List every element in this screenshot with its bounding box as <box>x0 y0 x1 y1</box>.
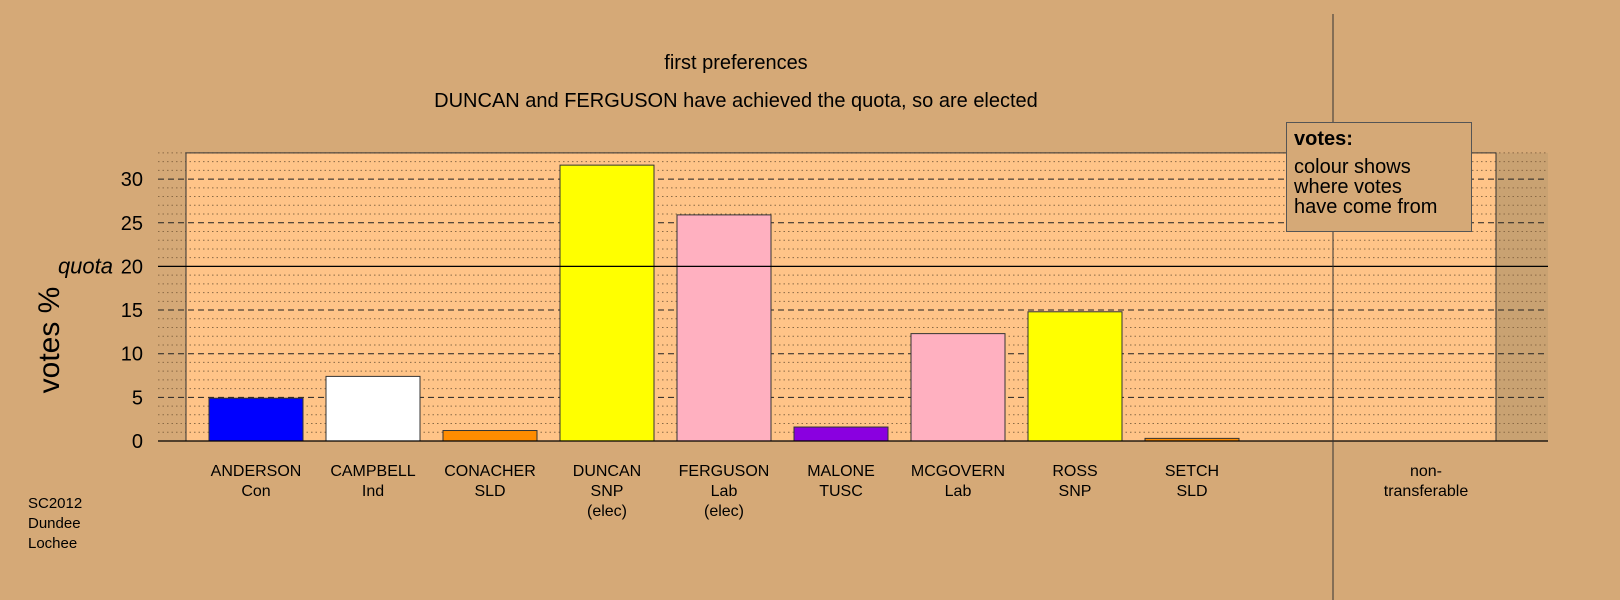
nontransferable-label: transferable <box>1384 483 1469 500</box>
x-tick-party: SNP <box>1059 483 1092 500</box>
bar-ross <box>1027 311 1123 442</box>
election-info: SC2012 Dundee Lochee <box>28 495 83 552</box>
x-tick-party: SLD <box>474 483 505 500</box>
x-tick-party: Lab <box>711 483 738 500</box>
legend-box: votes: colour shows where votes have com… <box>1286 122 1472 232</box>
nontransferable-label: non- <box>1410 463 1442 480</box>
bar-campbell <box>325 375 421 442</box>
x-tick-label: DUNCAN <box>573 463 641 480</box>
x-tick-party: SLD <box>1176 483 1207 500</box>
bar-anderson <box>208 397 304 442</box>
bar-mcgovern <box>910 333 1006 442</box>
bar-duncan <box>559 164 655 442</box>
y-tick-label: 0 <box>132 431 143 453</box>
legend-title: votes: <box>1294 128 1353 150</box>
y-tick-label: 5 <box>132 387 143 409</box>
plot-margin-left <box>158 152 186 441</box>
legend-text: colour shows where votes have come from <box>1294 156 1438 218</box>
chart-subtitle: DUNCAN and FERGUSON have achieved the qu… <box>434 90 1038 112</box>
chart-title: first preferences <box>664 52 808 74</box>
x-tick-party: Con <box>241 483 270 500</box>
x-tick-label: ROSS <box>1052 463 1097 480</box>
bar-malone <box>793 426 889 442</box>
x-tick-label: ANDERSON <box>211 463 302 480</box>
x-tick-party: SNP <box>591 483 624 500</box>
x-tick-label: FERGUSON <box>679 463 770 480</box>
y-tick-label: 30 <box>121 169 143 191</box>
y-tick-label: 10 <box>121 344 143 366</box>
x-tick-label: MALONE <box>807 463 875 480</box>
x-tick-note: (elec) <box>587 503 627 520</box>
y-axis-label: votes % <box>33 286 66 394</box>
x-tick-party: Lab <box>945 483 972 500</box>
bar-conacher <box>442 430 538 442</box>
quota-label: quota <box>58 253 113 278</box>
y-tick-label: 15 <box>121 300 143 322</box>
x-tick-party: Ind <box>362 483 384 500</box>
x-tick-label: CONACHER <box>444 463 536 480</box>
x-tick-label: MCGOVERN <box>911 463 1005 480</box>
y-tick-label: 25 <box>121 213 143 235</box>
bar-ferguson <box>676 214 772 442</box>
plot-margin-right <box>1496 152 1548 441</box>
y-tick-label: 20 <box>121 256 143 278</box>
x-tick-note: (elec) <box>704 503 744 520</box>
x-tick-label: CAMPBELL <box>330 463 415 480</box>
x-tick-label: SETCH <box>1165 463 1219 480</box>
x-tick-party: TUSC <box>819 483 863 500</box>
